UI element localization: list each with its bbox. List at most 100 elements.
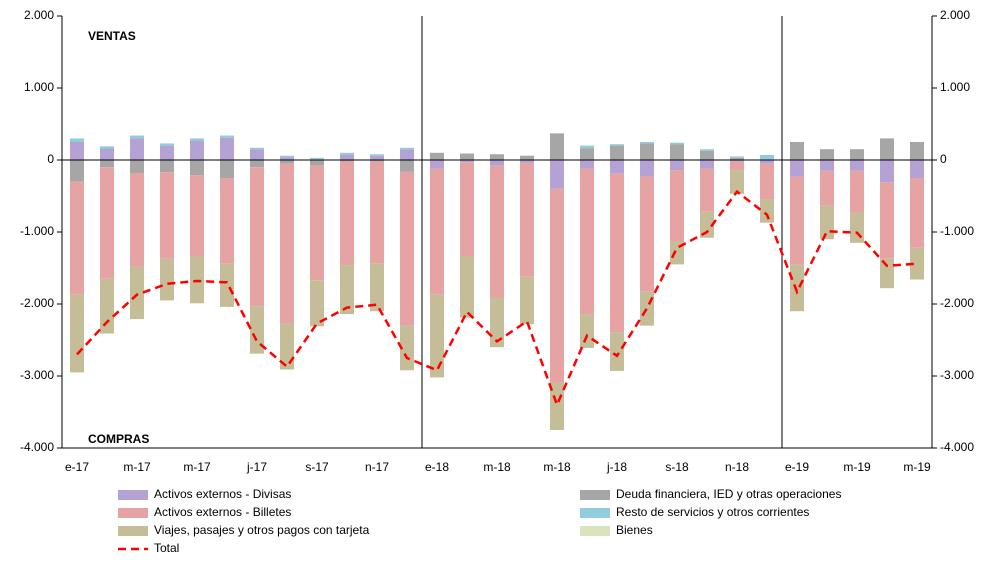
x-tick-label: n-18 — [725, 460, 749, 474]
bar-segment — [700, 211, 714, 238]
bar-segment — [850, 212, 864, 243]
bar-segment — [670, 142, 684, 145]
bar-segment — [220, 178, 234, 264]
bar-segment — [520, 155, 534, 160]
legend-swatch — [580, 508, 610, 518]
bar-segment — [550, 188, 564, 383]
x-tick-label: e-19 — [785, 460, 809, 474]
bar-segment — [730, 157, 744, 160]
bar-segment — [100, 160, 114, 168]
bar-segment — [610, 144, 624, 146]
bar-segment — [280, 323, 294, 370]
bar-segment — [310, 157, 324, 160]
x-tick-label: m-17 — [183, 460, 211, 474]
bar-segment — [400, 171, 414, 326]
bar-segment — [370, 154, 384, 156]
bar-segment — [640, 160, 654, 177]
bar-segment — [100, 148, 114, 160]
bar-segment — [130, 138, 144, 160]
y2-tick-label: 0 — [940, 152, 947, 166]
bar-segment — [130, 160, 144, 173]
bar-segment — [550, 160, 564, 189]
y2-tick-label: -4.000 — [940, 440, 974, 454]
total-line — [76, 189, 918, 409]
bar-segment — [760, 199, 774, 223]
bar-segment — [70, 138, 84, 142]
bar-segment — [190, 138, 204, 141]
legend-swatch — [118, 490, 148, 500]
bar-segment — [460, 162, 474, 257]
bar-segment — [70, 294, 84, 373]
bar-segment — [670, 160, 684, 171]
bar-segment — [820, 160, 834, 171]
bar-segment — [160, 143, 174, 146]
bar-segment — [460, 153, 474, 160]
x-tick-label: m-18 — [543, 460, 571, 474]
y-tick-label: 0 — [47, 152, 54, 166]
bar-segment — [910, 247, 924, 280]
bar-segment — [520, 160, 534, 163]
legend-swatch — [580, 490, 610, 500]
bar-segment — [400, 147, 414, 150]
bar-segment — [400, 325, 414, 371]
bar-segment — [880, 258, 894, 289]
bar-segment — [910, 142, 924, 160]
bar-segment — [820, 170, 834, 206]
bar-segment — [700, 150, 714, 160]
bar-segment — [790, 176, 804, 265]
x-tick-label: m-19 — [843, 460, 871, 474]
bar-segment — [430, 152, 444, 160]
bar-segment — [610, 332, 624, 371]
bar-segment — [310, 165, 324, 281]
bar-segment — [280, 160, 294, 164]
bar-segment — [280, 157, 294, 160]
y2-tick-label: -3.000 — [940, 368, 974, 382]
bar-segment — [100, 146, 114, 149]
bar-segment — [610, 160, 624, 174]
bar-segment — [640, 143, 654, 160]
legend-label: Total — [154, 541, 179, 555]
x-tick-label: e-18 — [425, 460, 449, 474]
y2-tick-label: 2.000 — [940, 8, 970, 22]
bar-segment — [370, 161, 384, 264]
bar-segment — [490, 160, 504, 166]
bar-segment — [460, 256, 474, 318]
bar-segment — [490, 297, 504, 348]
bar-segment — [700, 168, 714, 212]
bar-segment — [340, 154, 354, 160]
bar-segment — [880, 160, 894, 183]
bar-segment — [610, 145, 624, 160]
bar-segment — [370, 263, 384, 312]
bar-segment — [730, 170, 744, 194]
legend-label: Bienes — [616, 523, 653, 537]
annotation: COMPRAS — [88, 432, 149, 446]
bar-segment — [310, 280, 324, 327]
legend-label: Activos externos - Divisas — [154, 487, 291, 501]
bar-segment — [580, 160, 594, 169]
bar-segment — [640, 291, 654, 326]
bar-segment — [580, 168, 594, 315]
y-tick-label: -1.000 — [20, 224, 54, 238]
bar-segment — [130, 172, 144, 267]
legend-label: Viajes, pasajes y otros pagos con tarjet… — [154, 523, 370, 537]
bar-segment — [220, 263, 234, 307]
bar-segment — [700, 160, 714, 169]
legend-swatch — [118, 508, 148, 518]
bar-segment — [250, 147, 264, 150]
bar-segment — [490, 154, 504, 160]
bar-segment — [820, 149, 834, 160]
bar-segment — [340, 152, 354, 155]
bar-segment — [730, 160, 744, 162]
bar-segment — [640, 142, 654, 144]
x-tick-label: m-17 — [123, 460, 151, 474]
bar-segment — [670, 144, 684, 160]
bar-segment — [580, 145, 594, 149]
bar-segment — [700, 149, 714, 151]
bar-segment — [580, 148, 594, 160]
bar-segment — [70, 142, 84, 160]
bar-segment — [280, 163, 294, 324]
x-tick-label: n-17 — [365, 460, 389, 474]
x-tick-label: m-18 — [483, 460, 511, 474]
y-tick-label: -4.000 — [20, 440, 54, 454]
bar-segment — [370, 160, 384, 162]
